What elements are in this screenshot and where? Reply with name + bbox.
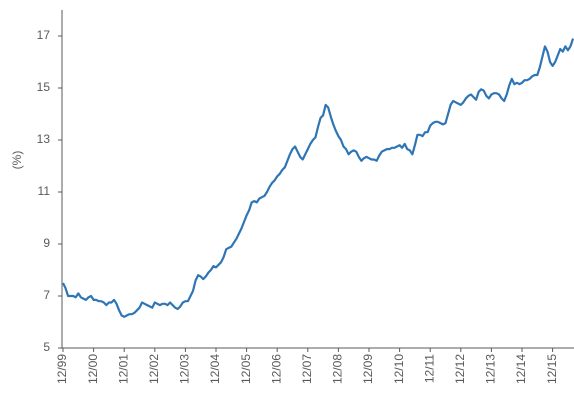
x-tick-label: 12/02: [147, 354, 161, 384]
y-tick-label: 17: [37, 28, 51, 42]
x-tick-label: 12/99: [55, 354, 69, 384]
x-tick-label: 12/10: [392, 354, 406, 384]
y-tick-label: 5: [43, 340, 50, 354]
y-tick-label: 11: [38, 184, 51, 198]
x-tick-label: 12/08: [331, 354, 345, 384]
x-tick-label: 12/12: [453, 354, 467, 384]
x-tick-label: 12/07: [300, 354, 314, 384]
x-tick-label: 12/05: [239, 354, 253, 384]
y-tick-label: 15: [37, 80, 51, 94]
x-tick-label: 12/11: [422, 354, 436, 383]
y-tick-label: 7: [43, 288, 50, 302]
y-tick-label: 13: [37, 132, 51, 146]
x-tick-label: 12/13: [484, 354, 498, 384]
x-tick-label: 12/09: [361, 354, 375, 384]
y-axis-label: (%): [10, 151, 24, 170]
y-tick-label: 9: [43, 236, 50, 250]
x-tick-label: 12/01: [116, 354, 130, 384]
x-tick-label: 12/14: [514, 354, 528, 384]
x-tick-label: 12/03: [178, 354, 192, 384]
x-tick-label: 12/06: [269, 354, 283, 384]
x-tick-label: 12/04: [208, 354, 222, 384]
x-tick-label: 12/15: [545, 354, 559, 384]
x-tick-label: 12/00: [86, 354, 100, 384]
data-line: [62, 38, 574, 318]
